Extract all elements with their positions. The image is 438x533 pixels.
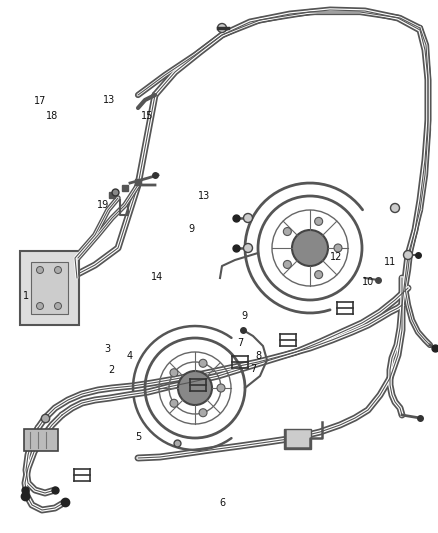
Circle shape <box>54 303 61 310</box>
Circle shape <box>217 384 225 392</box>
Text: 15: 15 <box>141 111 153 121</box>
FancyBboxPatch shape <box>31 262 68 314</box>
Text: 9: 9 <box>241 311 247 320</box>
Text: 8: 8 <box>255 351 261 361</box>
Circle shape <box>54 266 61 273</box>
Text: 13: 13 <box>102 95 115 104</box>
Text: 4: 4 <box>126 351 132 360</box>
Text: 2: 2 <box>109 366 115 375</box>
Text: 17: 17 <box>34 96 46 106</box>
Circle shape <box>218 23 226 33</box>
Text: 10: 10 <box>362 278 374 287</box>
Circle shape <box>391 204 399 213</box>
Text: 7: 7 <box>237 338 243 348</box>
Circle shape <box>36 266 43 273</box>
Text: 14: 14 <box>151 272 163 282</box>
Circle shape <box>314 217 323 225</box>
Text: 18: 18 <box>46 111 58 121</box>
FancyBboxPatch shape <box>20 251 79 325</box>
Circle shape <box>178 371 212 405</box>
Text: 11: 11 <box>384 257 396 267</box>
Circle shape <box>199 359 207 367</box>
Circle shape <box>403 251 413 260</box>
Circle shape <box>283 261 291 269</box>
Circle shape <box>283 228 291 236</box>
Text: 3: 3 <box>104 344 110 354</box>
Text: 5: 5 <box>135 432 141 442</box>
Circle shape <box>199 409 207 417</box>
Circle shape <box>170 369 178 377</box>
Circle shape <box>314 271 323 279</box>
Text: 12: 12 <box>330 252 343 262</box>
Text: 19: 19 <box>97 200 109 210</box>
FancyBboxPatch shape <box>24 429 58 451</box>
Circle shape <box>36 303 43 310</box>
Text: 1: 1 <box>23 291 29 301</box>
Text: 9: 9 <box>189 224 195 234</box>
Text: 7: 7 <box>250 365 256 374</box>
Text: 13: 13 <box>198 191 210 200</box>
Circle shape <box>334 244 342 252</box>
Circle shape <box>170 399 178 407</box>
FancyBboxPatch shape <box>284 429 311 449</box>
Circle shape <box>244 244 252 253</box>
Circle shape <box>244 214 252 222</box>
Circle shape <box>292 230 328 266</box>
Text: 6: 6 <box>219 498 226 507</box>
